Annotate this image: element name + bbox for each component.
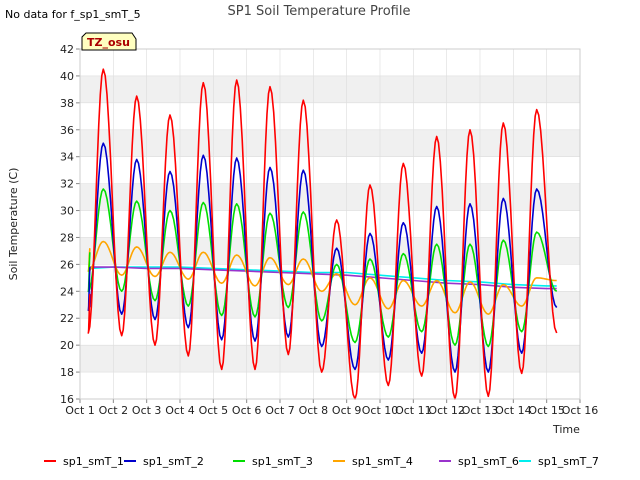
x-tick-label: Oct 14 [495, 404, 532, 417]
x-tick-label: Oct 4 [165, 404, 195, 417]
plot-frame [79, 48, 581, 400]
y-tick-label: 34 [60, 151, 74, 164]
x-tick-label: Oct 10 [362, 404, 399, 417]
y-tick-label: 40 [60, 70, 74, 83]
legend-label-sp1_smT_6: sp1_smT_6 [458, 455, 519, 468]
x-tick-label: Oct 16 [562, 404, 599, 417]
x-axis-ticks: Oct 1 Oct 2 Oct 3 Oct 4 Oct 5 Oct 6 Oct 7 Oct 8… [65, 399, 598, 417]
x-tick-label: Oct 7 [265, 404, 295, 417]
series-line-sp1_smT_1 [87, 68, 558, 400]
x-tick-label: Oct 9 [332, 404, 362, 417]
y-tick-label: 30 [60, 205, 74, 218]
y-tick-label: 24 [60, 285, 74, 298]
y-axis-label: Soil Temperature (C) [7, 168, 20, 281]
x-axis-label: Time [552, 423, 580, 436]
tz-badge: TZ_osu [81, 32, 137, 51]
x-tick-label: Oct 5 [199, 404, 229, 417]
y-tick-label: 16 [60, 393, 74, 406]
x-tick-label: Oct 13 [462, 404, 499, 417]
tz-badge-box [81, 32, 137, 51]
grid-band [80, 129, 580, 157]
x-tick-label: Oct 1 [65, 404, 95, 417]
y-tick-label: 42 [60, 43, 74, 56]
x-tick-label: Oct 12 [428, 404, 465, 417]
y-axis-ticks: 16 18 20 22 24 26 28 30 32 34 36 38 40 42 [60, 43, 80, 406]
series-line-sp1_smT_4 [87, 240, 557, 315]
grid-band [80, 345, 580, 373]
plot-background [79, 48, 581, 400]
x-tick-label: Oct 15 [528, 404, 565, 417]
y-tick-label: 36 [60, 124, 74, 137]
no-data-note: No data for f_sp1_smT_5 [5, 8, 141, 21]
x-tick-label: Oct 2 [99, 404, 129, 417]
legend-label-sp1_smT_4: sp1_smT_4 [352, 455, 413, 468]
y-tick-label: 28 [60, 231, 74, 244]
x-tick-label: Oct 8 [299, 404, 329, 417]
legend-label-sp1_smT_3: sp1_smT_3 [252, 455, 313, 468]
plot-lines [87, 68, 558, 400]
x-tick-label: Oct 6 [232, 404, 262, 417]
y-tick-label: 26 [60, 258, 74, 271]
y-tick-label: 20 [60, 339, 74, 352]
chart-title: SP1 Soil Temperature Profile [228, 4, 411, 19]
y-tick-label: 22 [60, 312, 74, 325]
legend: sp1_smT_1 sp1_smT_2 sp1_smT_3 sp1_smT_4 sp1_… [44, 455, 599, 468]
y-tick-label: 32 [60, 178, 74, 191]
y-tick-label: 18 [60, 366, 74, 379]
series-line-sp1_smT_2 [87, 142, 558, 373]
tz-badge-label: TZ_osu [87, 36, 130, 49]
grid-band [80, 183, 580, 211]
x-tick-label: Oct 11 [395, 404, 432, 417]
legend-label-sp1_smT_7: sp1_smT_7 [538, 455, 599, 468]
legend-label-sp1_smT_1: sp1_smT_1 [63, 455, 124, 468]
x-tick-label: Oct 3 [132, 404, 162, 417]
grid-band [80, 75, 580, 103]
legend-label-sp1_smT_2: sp1_smT_2 [143, 455, 204, 468]
y-tick-label: 38 [60, 97, 74, 110]
